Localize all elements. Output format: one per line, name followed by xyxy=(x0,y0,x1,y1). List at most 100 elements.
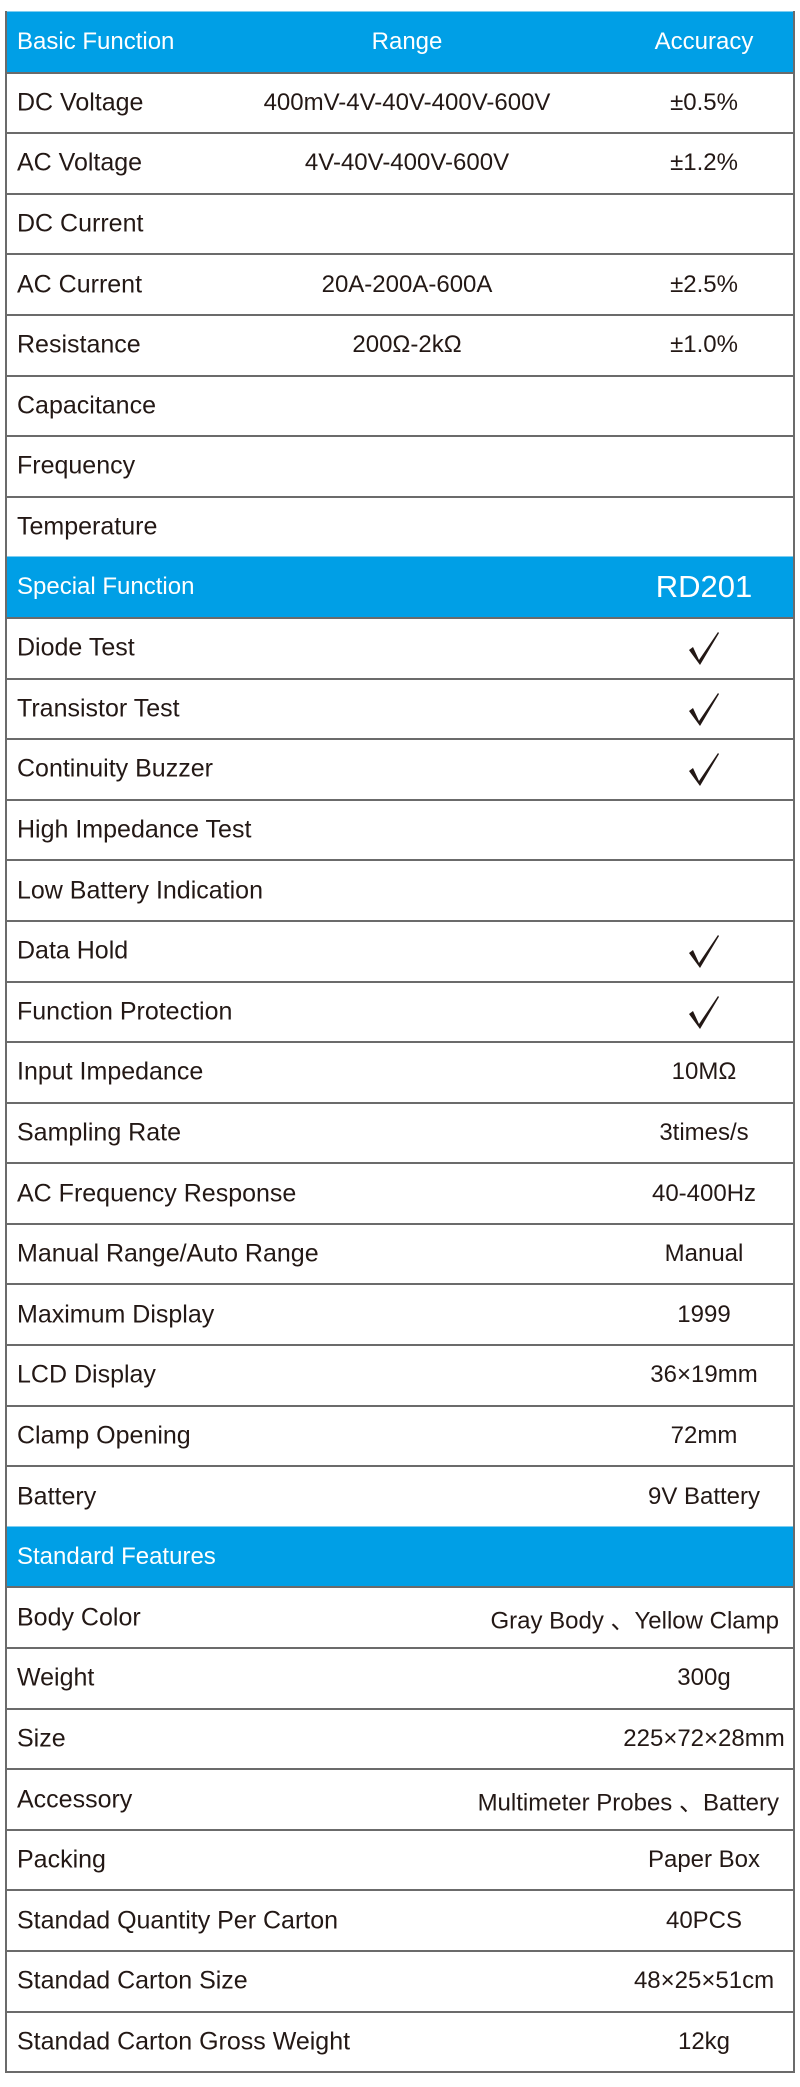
table-row: DC Voltage 400mV-4V-40V-400V-600V ±0.5% xyxy=(7,71,793,133)
row-value: 1999 xyxy=(677,1300,731,1328)
row-value: 225×72×28mm xyxy=(623,1724,785,1752)
row-label: Data Hold xyxy=(17,936,129,965)
section-header: Basic Function Range Accuracy xyxy=(7,11,793,72)
model-name: RD201 xyxy=(655,569,753,605)
range-value: 200Ω-2kΩ xyxy=(352,331,462,359)
table-row: Resistance 200Ω-2kΩ ±1.0% xyxy=(7,313,793,375)
row-label: Standad Quantity Per Carton xyxy=(17,1906,339,1935)
table-row: AC Current 20A-200A-600A ±2.5% xyxy=(7,253,793,314)
row-label: AC Current xyxy=(17,270,143,299)
row-value: Gray Body 、Yellow Clamp xyxy=(490,1607,779,1635)
table-row: Battery 9V Battery xyxy=(7,1465,793,1526)
row-value: 10MΩ xyxy=(671,1058,737,1086)
row-label: Manual Range/Auto Range xyxy=(17,1239,319,1268)
row-value: ±2.5% xyxy=(670,270,738,298)
row-value: Paper Box xyxy=(647,1846,761,1874)
table-row: LCD Display 36×19mm xyxy=(7,1344,793,1405)
table-row: Size 225×72×28mm xyxy=(7,1707,793,1769)
column-header-range: Range xyxy=(371,27,443,55)
row-label: LCD Display xyxy=(17,1360,156,1389)
table-row: Clamp Opening 72mm xyxy=(7,1404,793,1466)
row-label: Continuity Buzzer xyxy=(17,754,213,783)
section-header: Standard Features xyxy=(7,1525,793,1587)
checkmark-icon xyxy=(687,691,721,727)
range-value: 400mV-4V-40V-400V-600V xyxy=(263,88,551,116)
row-label: Clamp Opening xyxy=(17,1421,191,1450)
row-value: ±1.0% xyxy=(670,331,738,359)
table-row: Input Impedance 10MΩ xyxy=(7,1041,793,1102)
table-row: Transistor Test xyxy=(7,677,793,739)
table-row: Continuity Buzzer xyxy=(7,738,793,799)
row-label: Maximum Display xyxy=(17,1300,215,1329)
row-label: Frequency xyxy=(17,451,136,480)
table-row: Sampling Rate 3times/s xyxy=(7,1101,793,1163)
checkmark-icon xyxy=(687,994,721,1030)
row-label: Accessory xyxy=(17,1785,133,1814)
section-title: Standard Features xyxy=(17,1542,216,1570)
row-label: Sampling Rate xyxy=(17,1118,181,1147)
spec-table: Basic Function Range Accuracy DC Voltage 400… xyxy=(5,11,795,2074)
table-row: Body Color Gray Body 、Yellow Clamp xyxy=(7,1586,793,1647)
row-label: AC Frequency Response xyxy=(17,1179,297,1208)
row-label: Resistance xyxy=(17,330,141,359)
row-value: Multimeter Probes 、Battery xyxy=(477,1789,779,1817)
row-label: Body Color xyxy=(17,1603,141,1632)
row-label: High Impedance Test xyxy=(17,815,252,844)
table-row: Weight 300g xyxy=(7,1647,793,1708)
row-label: Standad Carton Size xyxy=(17,1966,248,1995)
row-label: Temperature xyxy=(17,512,158,541)
row-label: Input Impedance xyxy=(17,1057,204,1086)
row-value: 40-400Hz xyxy=(651,1179,757,1207)
table-row: High Impedance Test xyxy=(7,798,793,860)
row-label: Standad Carton Gross Weight xyxy=(17,2027,351,2056)
row-value: 12kg xyxy=(677,2027,731,2055)
row-label: Diode Test xyxy=(17,633,135,662)
column-header-accuracy: Accuracy xyxy=(654,27,754,55)
row-label: Battery xyxy=(17,1482,97,1511)
row-label: DC Voltage xyxy=(17,88,144,117)
section-title: Basic Function xyxy=(17,27,175,55)
row-label: Function Protection xyxy=(17,997,233,1026)
row-value: ±1.2% xyxy=(670,149,738,177)
table-row: Low Battery Indication xyxy=(7,859,793,920)
row-label: Transistor Test xyxy=(17,694,180,723)
checkmark-icon xyxy=(687,751,721,787)
section-header: Special Function RD201 xyxy=(7,556,793,617)
checkmark-icon xyxy=(687,630,721,666)
section-title: Special Function xyxy=(17,573,195,601)
table-row: Diode Test xyxy=(7,616,793,678)
row-label: Weight xyxy=(17,1663,95,1692)
row-value: 300g xyxy=(677,1664,731,1692)
table-row: Capacitance xyxy=(7,374,793,436)
row-value: Manual xyxy=(664,1240,744,1268)
table-row: Packing Paper Box xyxy=(7,1828,793,1890)
table-row: AC Voltage 4V-40V-400V-600V ±1.2% xyxy=(7,132,793,193)
checkmark-icon xyxy=(687,933,721,969)
range-value: 4V-40V-400V-600V xyxy=(304,149,510,177)
row-label: Size xyxy=(17,1724,66,1753)
table-row: Function Protection xyxy=(7,980,793,1042)
table-row: Temperature xyxy=(7,495,793,557)
row-value: ±0.5% xyxy=(670,88,738,116)
table-row: Manual Range/Auto Range Manual xyxy=(7,1222,793,1284)
row-value: 48×25×51cm xyxy=(633,1967,775,1995)
table-row: AC Frequency Response 40-400Hz xyxy=(7,1162,793,1223)
table-row: DC Current xyxy=(7,192,793,254)
row-label: Capacitance xyxy=(17,391,156,420)
row-label: Low Battery Indication xyxy=(17,876,263,905)
table-row: Data Hold xyxy=(7,919,793,981)
range-value: 20A-200A-600A xyxy=(321,270,493,298)
row-value: 40PCS xyxy=(665,1906,743,1934)
row-label: Packing xyxy=(17,1845,106,1874)
row-value: 9V Battery xyxy=(647,1482,761,1510)
row-label: AC Voltage xyxy=(17,148,143,177)
table-row: Standad Carton Gross Weight 12kg xyxy=(7,2010,793,2072)
row-value: 72mm xyxy=(670,1421,738,1449)
table-row: Maximum Display 1999 xyxy=(7,1283,793,1344)
row-label: DC Current xyxy=(17,209,144,238)
row-value: 36×19mm xyxy=(650,1361,758,1389)
table-row: Standad Carton Size 48×25×51cm xyxy=(7,1950,793,2011)
row-value: 3times/s xyxy=(659,1118,749,1146)
table-row: Standad Quantity Per Carton 40PCS xyxy=(7,1889,793,1950)
table-row: Frequency xyxy=(7,435,793,496)
